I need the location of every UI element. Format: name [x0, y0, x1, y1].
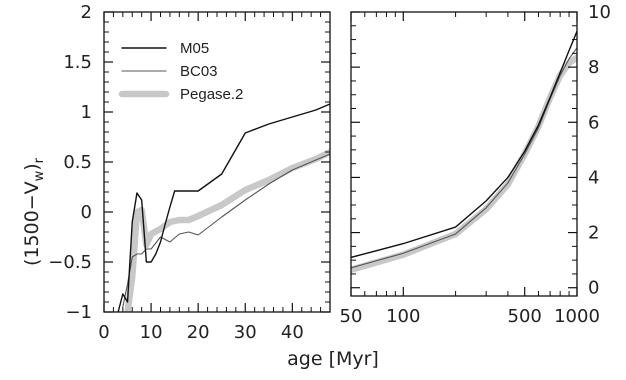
legend-label-pegase-2: Pegase.2 [180, 86, 243, 103]
left-series-group [117, 103, 330, 312]
left-y-tick-label: 2 [81, 2, 92, 23]
right-y-tick-label: 0 [588, 278, 599, 299]
left-x-tick-label: 40 [281, 322, 304, 343]
right-x-tick-label: 500 [508, 306, 542, 327]
right-y-tick-label: 10 [588, 2, 611, 23]
left-y-tick-label: −1 [65, 302, 92, 323]
left-plot-frame [103, 11, 331, 313]
y-axis-title: (1500−Vw)r [21, 157, 47, 266]
left-x-tick-label: 20 [187, 322, 210, 343]
right-y-tick-label: 8 [588, 57, 599, 78]
right-y-tick-label: 2 [588, 223, 599, 244]
right-x-tick-label: 50 [340, 306, 363, 327]
legend: M05 BC03 Pegase.2 [118, 40, 243, 103]
right-y-tick-label: 6 [588, 112, 599, 133]
y-axis-title-sub-w: w [32, 170, 47, 181]
x-axis-title: age [Myr] [287, 348, 379, 370]
left-x-tick-label: 30 [234, 322, 257, 343]
right-series-m05 [351, 30, 577, 259]
right-panel: 50 100 500 1000 0 2 4 6 8 10 [340, 2, 611, 327]
legend-label-m05: M05 [180, 40, 209, 57]
right-plot-frame [350, 11, 578, 297]
left-series-pegase-2 [124, 148, 330, 312]
left-y-tick-label: 0.5 [63, 152, 92, 173]
legend-label-bc03: BC03 [180, 63, 218, 80]
left-series-bc03 [122, 153, 330, 308]
right-x-tick-label: 1000 [554, 306, 600, 327]
right-series-pegase-2 [351, 54, 577, 274]
left-panel: 0 10 20 30 40 −1 −0.5 0 0.5 1 1.5 2 [48, 2, 331, 343]
right-x-tick-label: 100 [386, 306, 420, 327]
right-y-tick-label: 4 [588, 167, 599, 188]
left-y-tick-label: −0.5 [48, 252, 92, 273]
right-series-bc03 [351, 47, 577, 269]
left-y-tick-label: 1.5 [63, 52, 92, 73]
left-x-tick-label: 0 [98, 322, 109, 343]
left-series-m05 [117, 103, 330, 312]
left-x-tick-label: 10 [140, 322, 163, 343]
left-y-tick-label: 1 [81, 102, 92, 123]
left-y-tick-label: 0 [81, 202, 92, 223]
y-axis-title-sub-r: r [32, 157, 47, 163]
right-series-group [351, 30, 577, 274]
